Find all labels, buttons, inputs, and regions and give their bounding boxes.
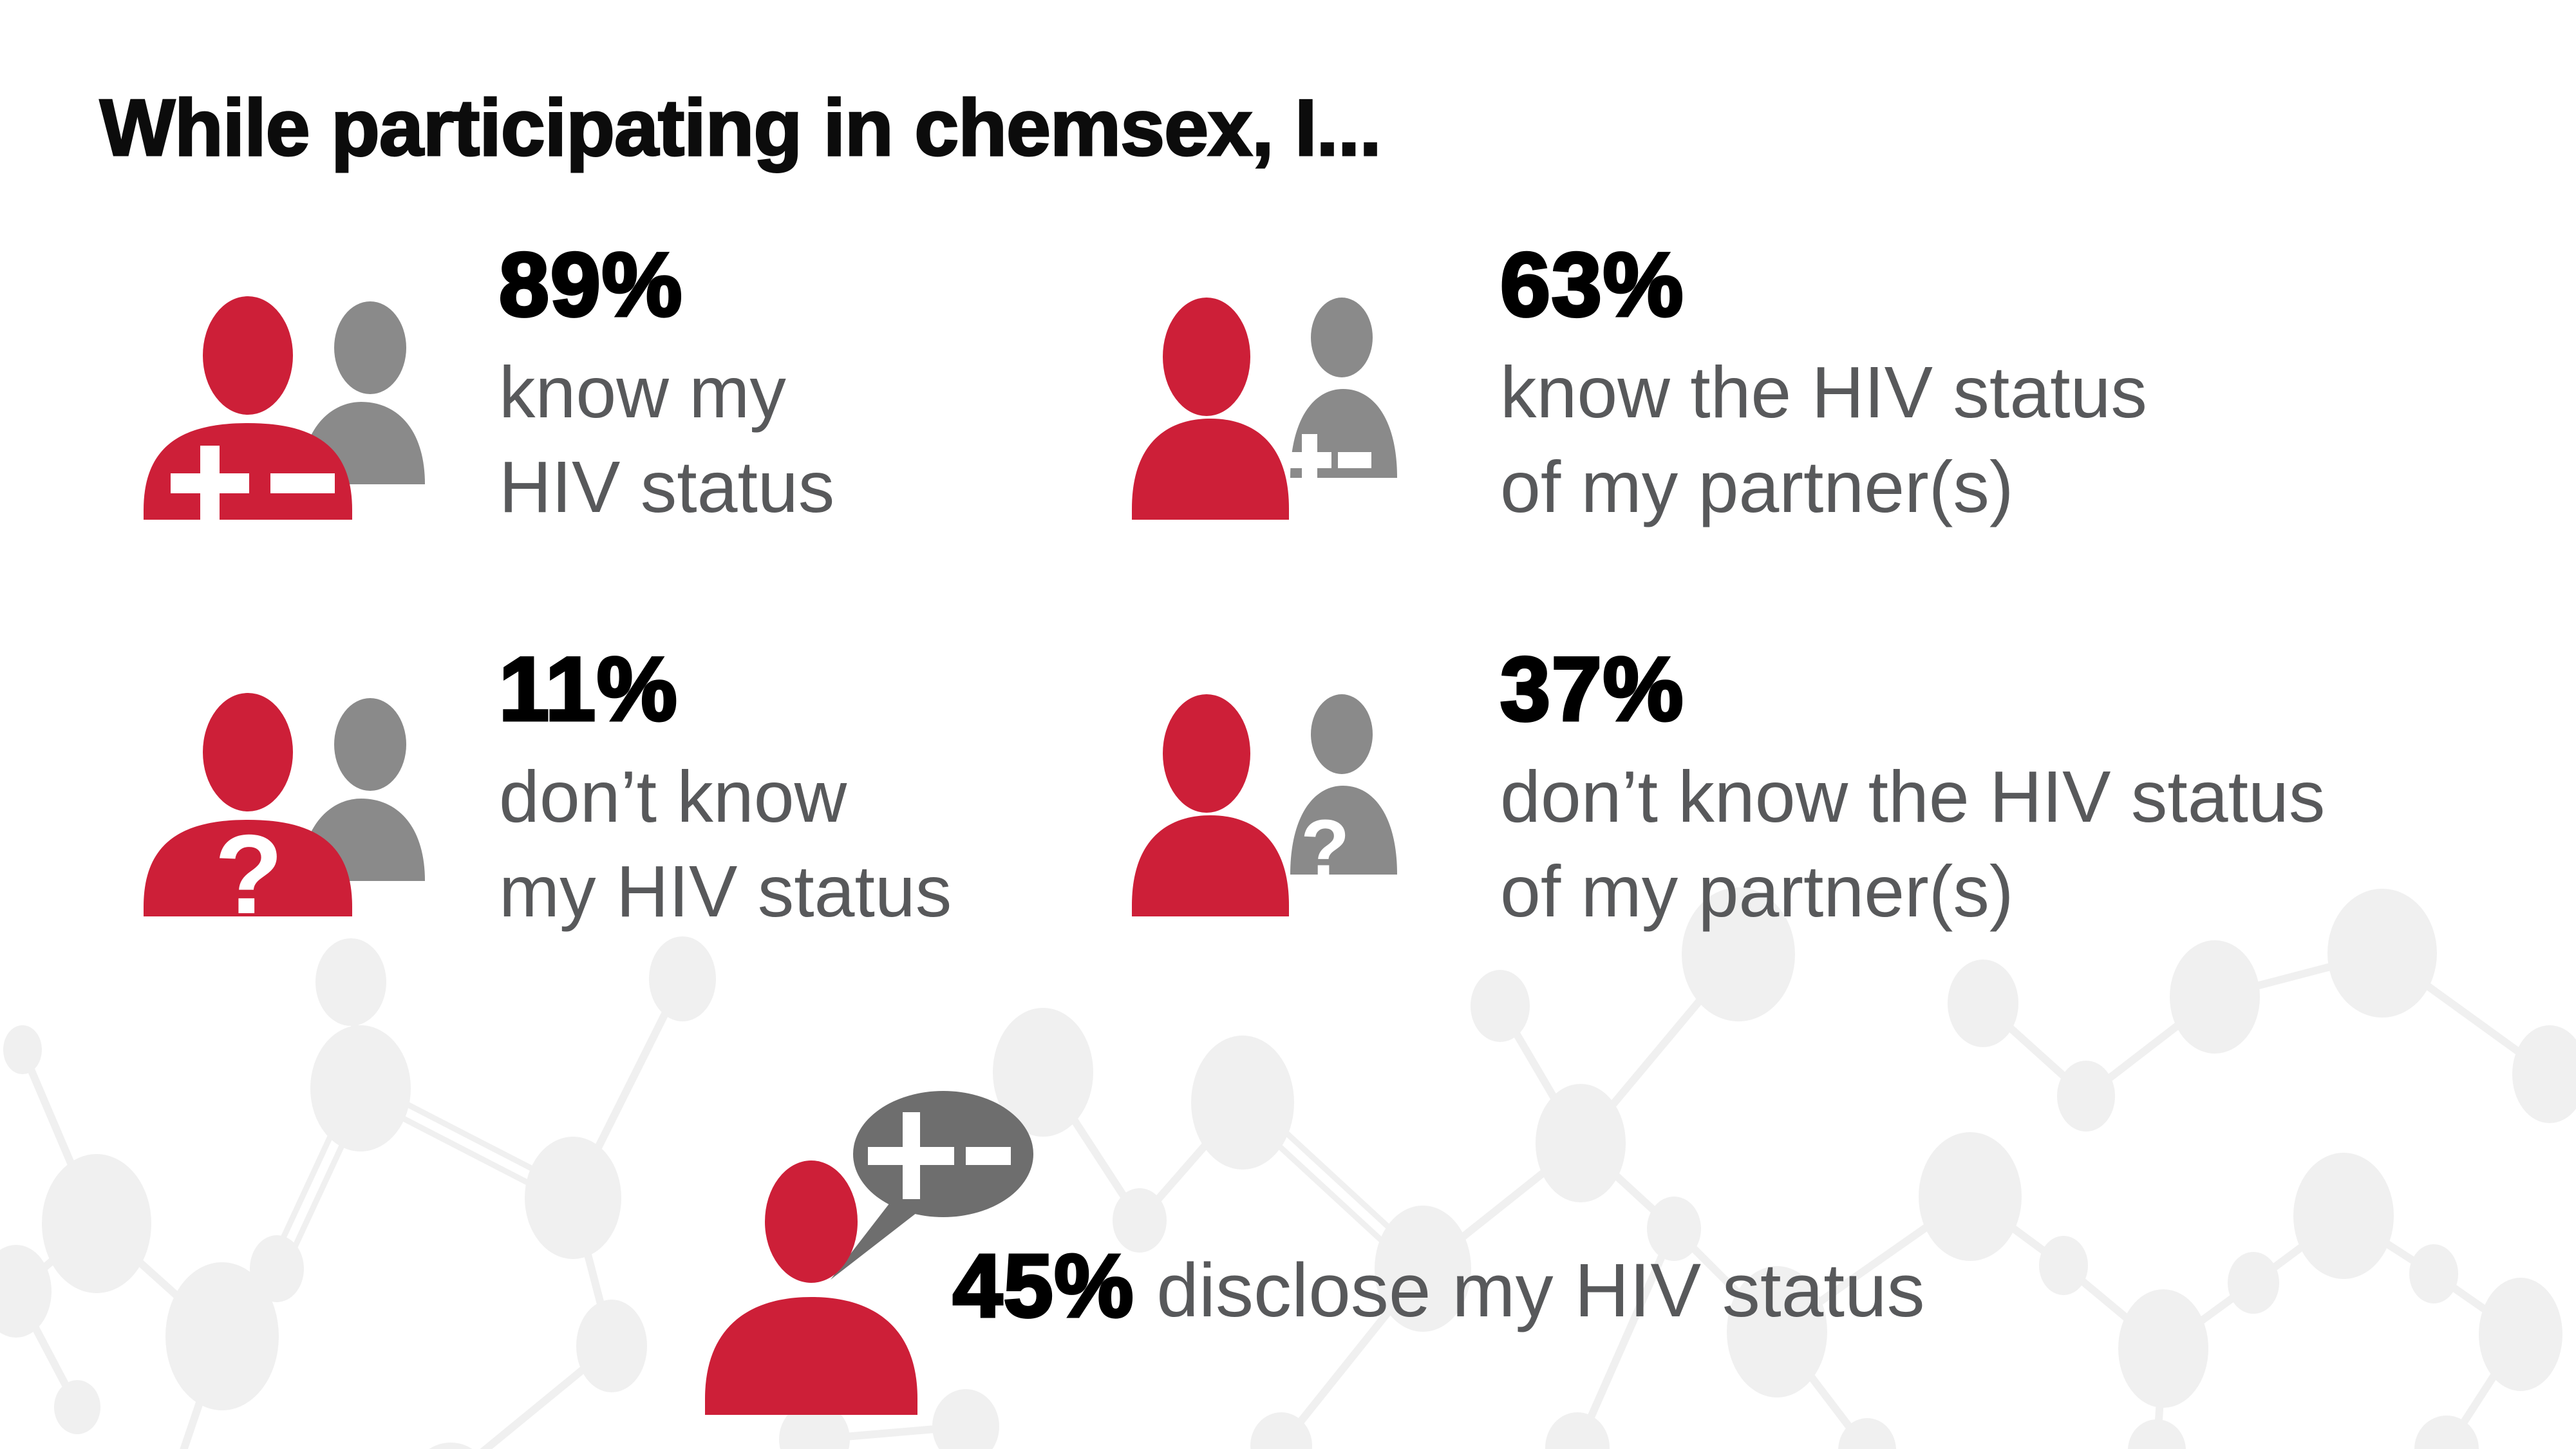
plus-minus-icon [868,1112,1011,1199]
plus-minus-icon [171,446,335,520]
red-person-icon [144,296,352,520]
stat-dont-know-partner-status: 37% don’t know the HIV status of my part… [1498,638,2326,939]
stat-percent: 89% [497,234,684,335]
stat-know-my-status: 89% know my HIV status [497,234,835,535]
red-person-icon [1132,694,1289,916]
question-mark-icon: ? [1301,804,1349,893]
red-person-icon [144,693,352,916]
stat-label-line: know my [499,352,786,433]
stat-label-line: of my partner(s) [1500,850,2014,932]
stat-percent: 45% [951,1236,1135,1336]
red-person-icon [705,1160,917,1415]
red-person-icon [1132,298,1289,520]
stat-label-line: don’t know the HIV status [1500,756,2326,837]
two-people-question-on-self-icon: ? [144,693,425,916]
stat-know-partner-status: 63% know the HIV status of my partner(s) [1499,234,2147,535]
stat-label-line: disclose my HIV status [1156,1248,1925,1333]
stat-label-line: don’t know [499,756,847,837]
person-speech-bubble-plus-minus-icon [705,1091,1033,1415]
stat-label-line: know the HIV status [1500,352,2147,433]
question-mark-icon: ? [214,812,283,916]
stat-label-line: HIV status [499,446,835,527]
two-people-question-on-partner-icon: ? [1132,694,1397,916]
stat-percent: 11% [497,638,679,739]
stat-percent: 37% [1498,638,1685,739]
plus-minus-icon [1286,434,1371,487]
two-people-plus-minus-on-partner-icon [1132,298,1397,520]
stat-label-line: of my partner(s) [1500,446,2014,527]
page-title: While participating in chemsex, I... [99,83,1383,174]
stat-disclose-status: 45% disclose my HIV status [951,1236,1925,1336]
gray-person-icon [1290,694,1397,875]
stat-label-line: my HIV status [499,850,952,932]
stat-dont-know-my-status: 11% don’t know my HIV status [497,638,952,939]
two-people-plus-minus-on-self-icon [144,296,425,520]
stat-percent: 63% [1499,234,1685,335]
